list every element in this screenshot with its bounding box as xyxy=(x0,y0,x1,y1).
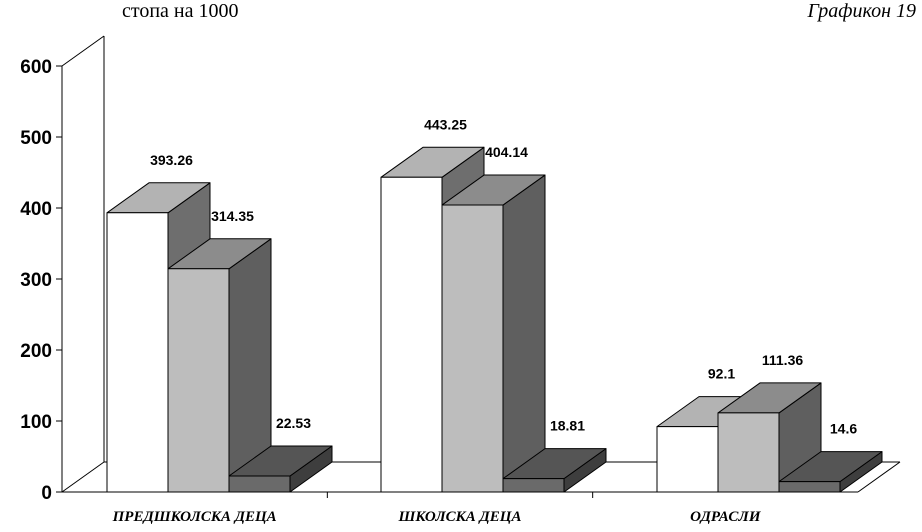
x-category-label: ПРЕДШКОЛСКА ДЕЦА xyxy=(112,509,277,525)
floor-left-edge xyxy=(61,461,105,493)
bar-1-2 xyxy=(167,238,272,493)
y-tick-label: 400 xyxy=(20,199,52,220)
bar-3-3 xyxy=(778,451,883,493)
bar-2-2 xyxy=(441,174,546,493)
bar-front-face xyxy=(106,212,169,493)
bar-3-2 xyxy=(717,382,822,493)
data-label: 443.25 xyxy=(424,116,467,132)
bar-front-face xyxy=(167,268,230,493)
bar-front-face xyxy=(717,412,780,493)
data-label: 18.81 xyxy=(550,418,585,434)
left-wall-top-edge xyxy=(61,35,105,67)
bar-front-face xyxy=(441,204,504,493)
y-tick-label: 300 xyxy=(20,270,52,291)
y-tick-label: 100 xyxy=(20,412,52,433)
bars-layer xyxy=(106,146,883,493)
floor-right-edge xyxy=(857,461,901,493)
labels-layer: 393.26 314.35 22.53 ПРЕДШКОЛСКА ДЕЦА 443.25 4… xyxy=(112,116,858,525)
x-category-label: ОДРАСЛИ xyxy=(690,509,762,525)
bar-side-face xyxy=(502,174,546,493)
x-category-label: ШКОЛСКА ДЕЦА xyxy=(398,509,522,525)
bar-2-3 xyxy=(502,448,607,493)
y-tick-label: 0 xyxy=(41,483,52,504)
bar-front-face xyxy=(778,481,841,493)
bar-front-face xyxy=(380,176,443,493)
y-tick-label: 600 xyxy=(20,57,52,78)
unit-label: стопа на 1000 xyxy=(122,0,239,22)
data-label: 22.53 xyxy=(276,415,311,431)
y-tick-label: 200 xyxy=(20,341,52,362)
bar-front-face xyxy=(228,475,291,493)
bar-front-face xyxy=(656,426,719,493)
data-label: 111.36 xyxy=(762,352,803,368)
data-label: 393.26 xyxy=(150,152,193,168)
y-tick-label: 500 xyxy=(20,128,52,149)
figure-number-label: Графикон 19 xyxy=(807,0,916,22)
data-label: 14.6 xyxy=(830,421,857,437)
data-label: 404.14 xyxy=(485,144,528,160)
data-label: 92.1 xyxy=(708,366,735,382)
data-label: 314.35 xyxy=(211,208,254,224)
bar-front-face xyxy=(502,478,565,493)
bar-1-3 xyxy=(228,445,333,493)
